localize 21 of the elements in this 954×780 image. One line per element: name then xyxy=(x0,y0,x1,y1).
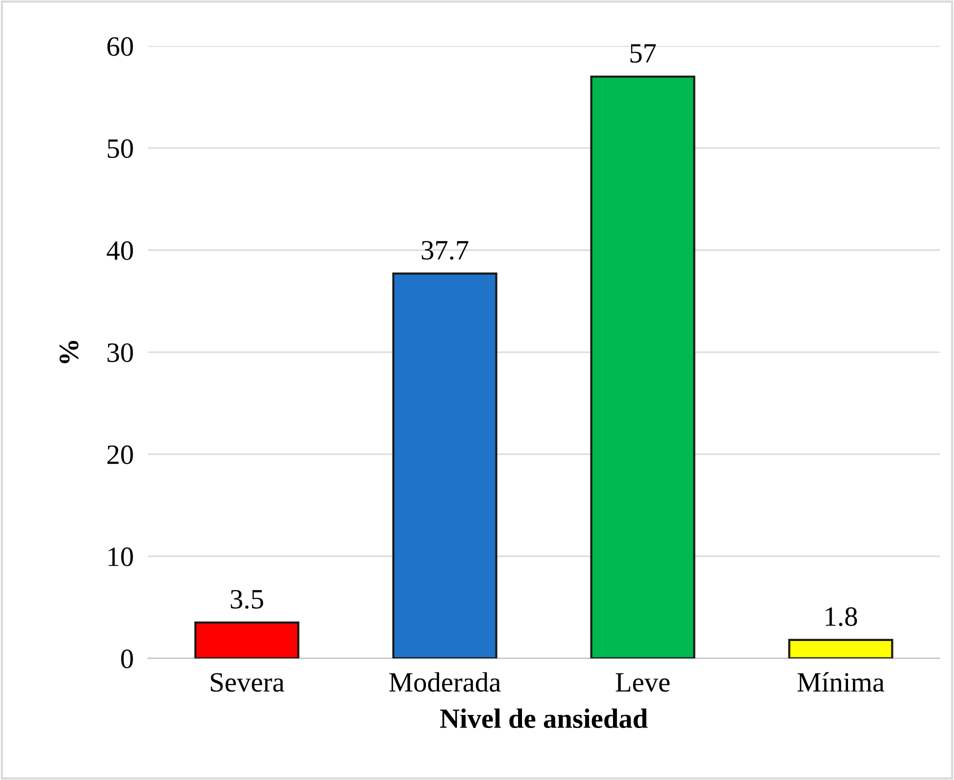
data-label: 1.8 xyxy=(826,607,858,626)
bar xyxy=(392,272,498,658)
x-axis-title: Nivel de ansiedad xyxy=(440,708,648,728)
x-tick-label: Severa xyxy=(210,673,284,692)
y-tick-label: 20 xyxy=(107,445,133,464)
y-tick-label: 40 xyxy=(106,241,133,260)
y-tick-label: 50 xyxy=(108,139,133,158)
bar xyxy=(590,76,696,658)
x-tick-label: Moderada xyxy=(389,672,501,692)
y-tick-label: 60 xyxy=(107,37,133,56)
bar xyxy=(788,638,894,658)
y-tick-label: 10 xyxy=(108,547,133,566)
data-label: 3.5 xyxy=(230,590,264,609)
data-label: 57 xyxy=(630,44,656,63)
data-label: 37.7 xyxy=(422,240,468,260)
x-tick-label: Mínima xyxy=(798,672,884,692)
y-tick-label: 30 xyxy=(108,343,133,362)
x-tick-label: Leve xyxy=(616,673,670,692)
bar xyxy=(194,622,300,658)
y-tick-label: 0 xyxy=(121,649,133,668)
y-axis-title: % xyxy=(60,340,78,364)
